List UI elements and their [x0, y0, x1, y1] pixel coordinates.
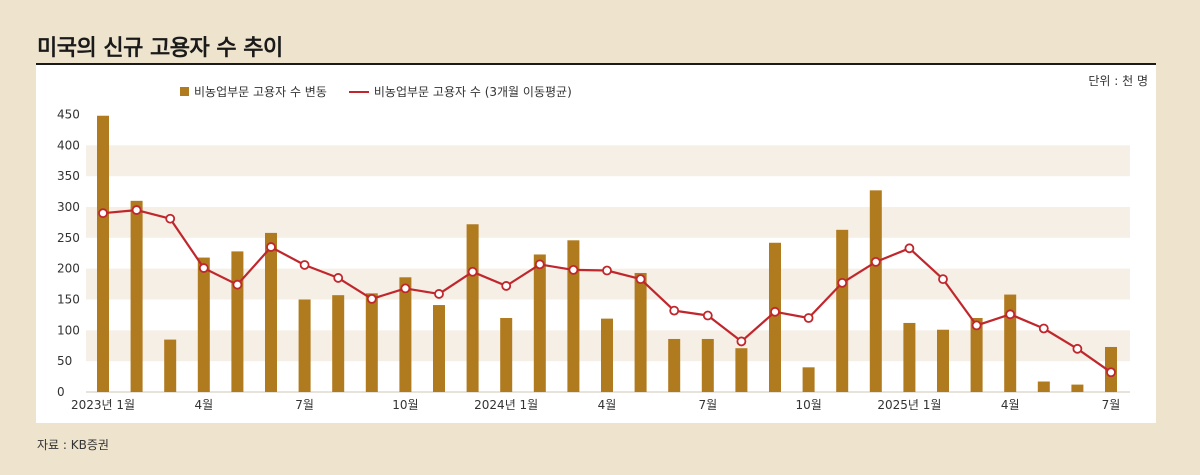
line-point [1106, 367, 1116, 378]
line-point [702, 310, 713, 321]
bar [130, 200, 143, 392]
legend-line-label: 비농업부문 고용자 수 (3개월 이동평균) [373, 85, 572, 99]
line-point [1005, 309, 1016, 320]
line-point [837, 277, 848, 288]
bar [1004, 294, 1017, 392]
line-point [938, 274, 948, 285]
line-point [635, 274, 646, 285]
x-tick-label: 7월 [295, 398, 314, 412]
line-point [98, 208, 108, 219]
y-tick-label: 450 [57, 108, 80, 122]
line-point [198, 263, 209, 273]
bar [769, 242, 781, 392]
line-point [299, 260, 310, 270]
y-tick-label: 200 [57, 262, 80, 276]
bar [365, 293, 378, 392]
bar [332, 295, 345, 392]
source-note: 자료 : KB증권 [37, 438, 109, 452]
line-point [434, 289, 444, 299]
bar [97, 115, 109, 392]
bar [701, 338, 714, 392]
title-divider [36, 63, 1156, 65]
bar [601, 318, 613, 392]
x-tick-label: 4월 [598, 398, 617, 412]
unit-label: 단위 : 천 명 [1088, 74, 1148, 88]
bar [937, 329, 949, 392]
chart-title: 미국의 신규 고용자 수 추이 [37, 36, 283, 61]
bar [567, 240, 580, 392]
bar [1037, 381, 1050, 392]
line-point [366, 293, 377, 304]
bar [197, 257, 210, 392]
bar [298, 299, 311, 392]
x-tick-label: 2023년 1월 [71, 398, 135, 412]
grid-band [86, 145, 1130, 177]
y-tick-label: 50 [57, 354, 72, 368]
bar [500, 318, 513, 392]
line-point [534, 259, 545, 270]
bar [802, 367, 815, 392]
line-point [467, 266, 478, 277]
line-point [400, 283, 411, 294]
line-point [803, 313, 814, 323]
line-point [333, 273, 344, 283]
line-point [131, 205, 142, 215]
bar [1071, 384, 1084, 392]
bar [231, 251, 244, 392]
y-tick-label: 350 [57, 169, 80, 183]
line-point [870, 256, 881, 267]
x-tick-label: 7월 [1102, 398, 1121, 412]
line-point [501, 281, 512, 291]
bar [668, 338, 681, 392]
y-tick-label: 250 [57, 231, 80, 245]
x-tick-label: 4월 [1001, 398, 1020, 412]
bar [164, 339, 177, 392]
line-point [1072, 343, 1083, 354]
bar [869, 190, 882, 392]
legend-bar-swatch [180, 87, 189, 96]
bar [399, 277, 412, 392]
bar [433, 305, 445, 392]
bar [533, 254, 546, 392]
chart-panel [36, 65, 1156, 423]
line-point [568, 264, 579, 275]
line-point [669, 305, 680, 316]
x-tick-label: 2024년 1월 [474, 398, 538, 412]
x-tick-label: 2025년 1월 [877, 398, 941, 412]
legend-bar-label: 비농업부문 고용자 수 변동 [194, 85, 327, 99]
y-tick-label: 0 [57, 385, 65, 399]
line-point [165, 213, 176, 224]
line-point [1038, 323, 1049, 334]
line-point [266, 242, 276, 252]
y-tick-label: 300 [57, 200, 80, 214]
bar [735, 348, 748, 392]
x-tick-label: 10월 [392, 398, 418, 412]
x-tick-label: 4월 [194, 398, 213, 412]
y-tick-label: 150 [57, 293, 80, 307]
bar [836, 229, 849, 392]
line-point [904, 243, 915, 254]
line-point [971, 320, 982, 331]
y-tick-label: 400 [57, 138, 80, 152]
bar [903, 322, 916, 392]
grid-band [86, 207, 1130, 238]
bar [634, 272, 647, 392]
line-point [736, 336, 747, 347]
legend-line-swatch [348, 90, 369, 93]
y-tick-label: 100 [57, 323, 80, 337]
bar [265, 232, 277, 392]
x-tick-label: 10월 [795, 398, 821, 412]
x-tick-label: 7월 [698, 398, 717, 412]
line-point [232, 279, 243, 290]
bar [970, 318, 983, 392]
line-point [602, 265, 612, 276]
legend: 비농업부문 고용자 수 변동 비농업부문 고용자 수 (3개월 이동평균) [180, 83, 572, 100]
bar [466, 224, 479, 392]
line-point [770, 306, 780, 317]
